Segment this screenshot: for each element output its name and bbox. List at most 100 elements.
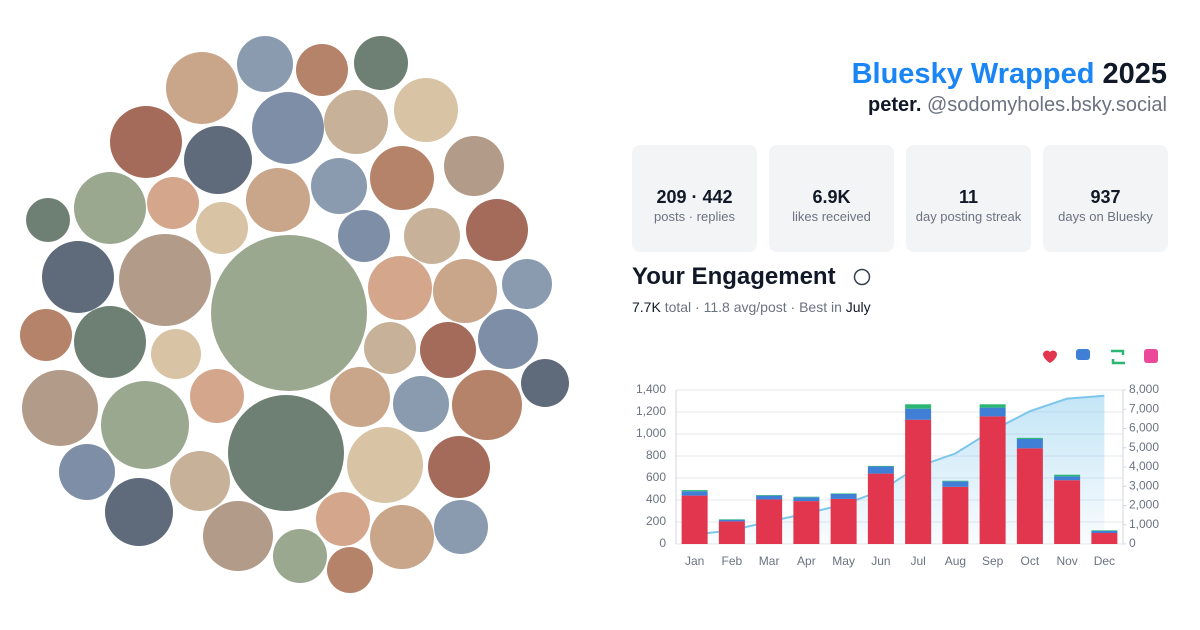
avatar [170, 451, 230, 511]
engagement-summary: 7.7K total · 11.8 avg/post · Best in Jul… [632, 299, 871, 315]
stat-card: 937 days on Bluesky [1043, 145, 1168, 252]
x-tick-label: Aug [945, 554, 966, 568]
avatar [151, 329, 201, 379]
x-tick-label: Jun [871, 554, 890, 568]
avatar [184, 126, 252, 194]
x-tick-label: Apr [797, 554, 816, 568]
avatar [502, 259, 552, 309]
stat-label: likes received [792, 209, 871, 224]
bar-segment [756, 495, 783, 496]
avatar [59, 444, 115, 500]
bar-segment [793, 497, 820, 502]
bar-segment [979, 404, 1006, 408]
avatar [147, 177, 199, 229]
bar-segment [756, 499, 783, 544]
legend-icon[interactable] [1111, 349, 1125, 365]
stat-card: 209 · 442 posts · replies [632, 145, 757, 252]
y-tick-label: 0 [659, 536, 666, 550]
stat-value: 937 [1090, 187, 1121, 207]
y-tick-label: 400 [646, 492, 666, 506]
bar-segment [756, 495, 783, 500]
info-icon[interactable] [853, 268, 871, 286]
x-tick-label: Mar [759, 554, 780, 568]
avatar [330, 367, 390, 427]
avatar [404, 208, 460, 264]
avatar [296, 44, 348, 96]
bar-segment [1091, 533, 1118, 544]
bar-segment [1016, 438, 1043, 449]
stat-value: 209 · 442 [656, 187, 733, 207]
x-tick-label: Nov [1056, 554, 1077, 568]
avatar [324, 90, 388, 154]
total: 7.7K [632, 299, 661, 315]
avatar [190, 369, 244, 423]
x-tick-label: Feb [722, 554, 743, 568]
x-tick-label: Jul [910, 554, 925, 568]
y2-tick-label: 2,000 [1129, 498, 1159, 512]
bar-segment [1016, 437, 1043, 439]
legend-icon[interactable] [1144, 349, 1158, 363]
x-tick-label: Oct [1021, 554, 1040, 568]
avatar [444, 136, 504, 196]
y-tick-label: 1,000 [636, 426, 666, 440]
stat-value: 11 [958, 187, 979, 207]
y-tick-label: 800 [646, 448, 666, 462]
avatar [428, 436, 490, 498]
bar-segment [1016, 448, 1043, 544]
bar-segment [1054, 476, 1081, 481]
avatar [433, 259, 497, 323]
y-tick-label: 600 [646, 470, 666, 484]
bar-segment [942, 480, 969, 482]
engagement-chart: 0 200 400 600 800 1,000 1,200 1,400 0 1,000 2,000 3… [636, 382, 1159, 568]
title: Bluesky Wrapped 2025 [852, 58, 1167, 91]
avatar [196, 202, 248, 254]
y2-tick-label: 1,000 [1129, 517, 1159, 531]
legend-icon[interactable] [1076, 349, 1090, 360]
bar-segment [942, 481, 969, 487]
avatar [273, 529, 327, 583]
bar-segment [718, 519, 745, 522]
legend-icon[interactable] [1043, 350, 1057, 363]
avatar [22, 370, 98, 446]
avatar [42, 241, 114, 313]
x-tick-label: Dec [1094, 554, 1115, 568]
y2-tick-label: 6,000 [1129, 421, 1159, 435]
bar-segment [905, 419, 932, 544]
avatar [237, 36, 293, 92]
x-tick-label: Jan [685, 554, 704, 568]
avatar [354, 36, 408, 90]
bar-segment [867, 466, 894, 474]
avatar [434, 500, 488, 554]
y-tick-label: 1,400 [636, 382, 666, 396]
bar-segment [942, 486, 969, 544]
avatar [203, 501, 273, 571]
avatar [119, 234, 211, 326]
avatar [368, 256, 432, 320]
bar-segment [830, 498, 857, 544]
legend [1043, 349, 1158, 365]
avatar [370, 505, 434, 569]
x-tick-label: Sep [982, 554, 1004, 568]
avatar [338, 210, 390, 262]
bar-segment [718, 519, 745, 520]
avatar [327, 547, 373, 593]
stat-label: posts · replies [654, 209, 735, 224]
bar-segment [979, 407, 1006, 417]
avatar [20, 309, 72, 361]
avatar [26, 198, 70, 242]
bar-segment [681, 491, 708, 496]
y2-tick-label: 0 [1129, 536, 1136, 550]
avatar [370, 146, 434, 210]
stat-card: 11 day posting streak [906, 145, 1031, 252]
summary: total · 11.8 avg/post · Best in [664, 299, 842, 315]
y2-tick-label: 4,000 [1129, 459, 1159, 473]
y2-tick-label: 5,000 [1129, 440, 1159, 454]
stat-label: day posting streak [915, 209, 1022, 224]
y2-tick-label: 7,000 [1129, 401, 1159, 415]
avatar [452, 370, 522, 440]
avatar [521, 359, 569, 407]
bar-segment [681, 490, 708, 492]
avatar [466, 199, 528, 261]
avatar [252, 92, 324, 164]
